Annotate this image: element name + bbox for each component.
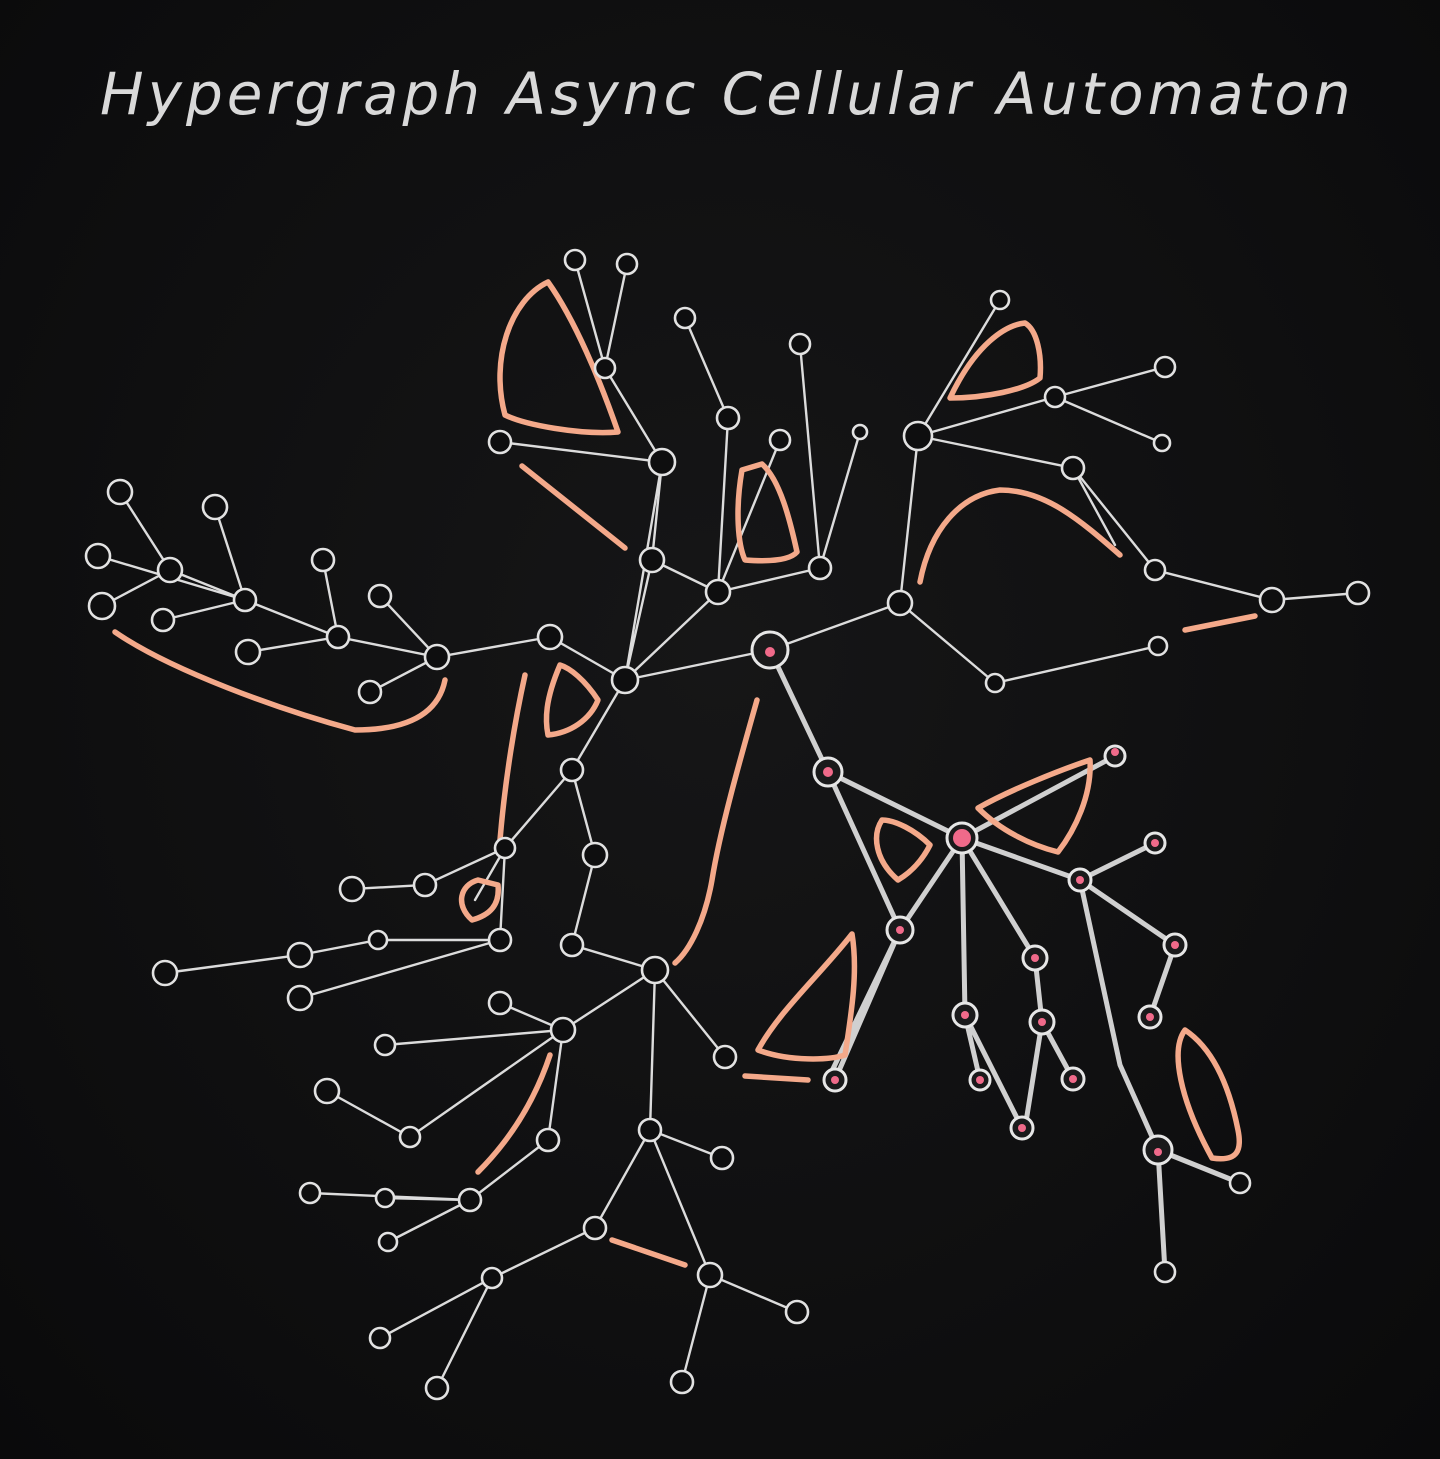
graph-node (768, 428, 792, 452)
graph-node (480, 1266, 504, 1290)
graph-node (377, 1231, 399, 1253)
graph-node (368, 1326, 392, 1350)
diagram-title: Hypergraph Async Cellular Automaton (100, 60, 1355, 128)
graph-node (712, 1044, 738, 1070)
graph-node (886, 589, 914, 617)
graph-node (581, 841, 609, 869)
graph-node (232, 587, 258, 613)
graph-node (298, 1181, 322, 1205)
active-node-core (1154, 1148, 1162, 1156)
graph-node (549, 1016, 577, 1044)
graph-node (106, 478, 134, 506)
graph-node (535, 1127, 561, 1153)
graph-node (902, 420, 934, 452)
active-node-core (1111, 748, 1119, 756)
graph-node (1153, 355, 1177, 379)
graph-node (367, 929, 389, 951)
graph-node (493, 836, 517, 860)
graph-node (638, 546, 666, 574)
graph-node (704, 578, 732, 606)
graph-node (669, 1369, 695, 1395)
active-node-core (1146, 1013, 1154, 1021)
active-node-core (1018, 1124, 1026, 1132)
graph-node (784, 1299, 810, 1325)
graph-node (313, 1077, 341, 1105)
graph-node (87, 591, 117, 621)
graph-node (201, 493, 229, 521)
graph-node (1147, 635, 1169, 657)
graph-node (325, 624, 351, 650)
graph-node (563, 248, 587, 272)
graph-node (1152, 433, 1172, 453)
graph-node (640, 955, 670, 985)
graph-node (788, 332, 812, 356)
graph-node (989, 289, 1011, 311)
graph-node (357, 679, 383, 705)
active-node-core (831, 1076, 839, 1084)
active-node-core (1031, 954, 1039, 962)
graph-node (398, 1125, 422, 1149)
graph-node (84, 542, 112, 570)
active-node-core (765, 647, 775, 657)
graph-node (615, 252, 639, 276)
graph-node (423, 643, 451, 671)
graph-node (559, 757, 585, 783)
graph-node (286, 941, 314, 969)
graph-node (1153, 1260, 1177, 1284)
active-node-core (1038, 1018, 1046, 1026)
graph-node (1258, 586, 1286, 614)
graph-node (637, 1117, 663, 1143)
graph-node (647, 447, 677, 477)
graph-node (984, 672, 1006, 694)
active-node-core (1069, 1075, 1077, 1083)
graph-node (234, 638, 262, 666)
graph-node (536, 623, 564, 651)
graph-node (487, 990, 513, 1016)
graph-node (1143, 558, 1167, 582)
graph-node (696, 1261, 724, 1289)
active-node-core (823, 767, 833, 777)
graph-node (709, 1145, 735, 1171)
graph-nodes (84, 248, 1371, 1401)
graph-node (807, 555, 833, 581)
active-node-core (961, 1011, 969, 1019)
graph-node (1228, 1171, 1252, 1195)
graph-node (151, 959, 179, 987)
graph-node (673, 306, 697, 330)
graph-node (1345, 580, 1371, 606)
graph-node (487, 429, 513, 455)
active-node-core (976, 1076, 984, 1084)
graph-node (367, 583, 393, 609)
graph-node (1043, 385, 1067, 409)
graph-node (1060, 455, 1086, 481)
active-node-core (1076, 876, 1084, 884)
graph-node (851, 423, 869, 441)
graph-node (156, 556, 184, 584)
active-node-core (953, 829, 971, 847)
graph-node (373, 1033, 397, 1057)
graph-node (610, 665, 640, 695)
graph-node (593, 356, 617, 380)
graph-node (150, 607, 176, 633)
graph-node (457, 1187, 483, 1213)
active-node-core (1151, 839, 1159, 847)
graph-node (424, 1375, 450, 1401)
graph-node (412, 872, 438, 898)
hyperedges (112, 279, 1258, 1268)
active-node-core (1171, 941, 1179, 949)
active-node-core (896, 926, 904, 934)
graph-node (715, 405, 741, 431)
graph-node (559, 932, 585, 958)
graph-node (582, 1215, 608, 1241)
graph-node (338, 875, 366, 903)
graph-node (310, 547, 336, 573)
graph-node (286, 984, 314, 1012)
graph-node (487, 927, 513, 953)
graph-node (374, 1187, 396, 1209)
